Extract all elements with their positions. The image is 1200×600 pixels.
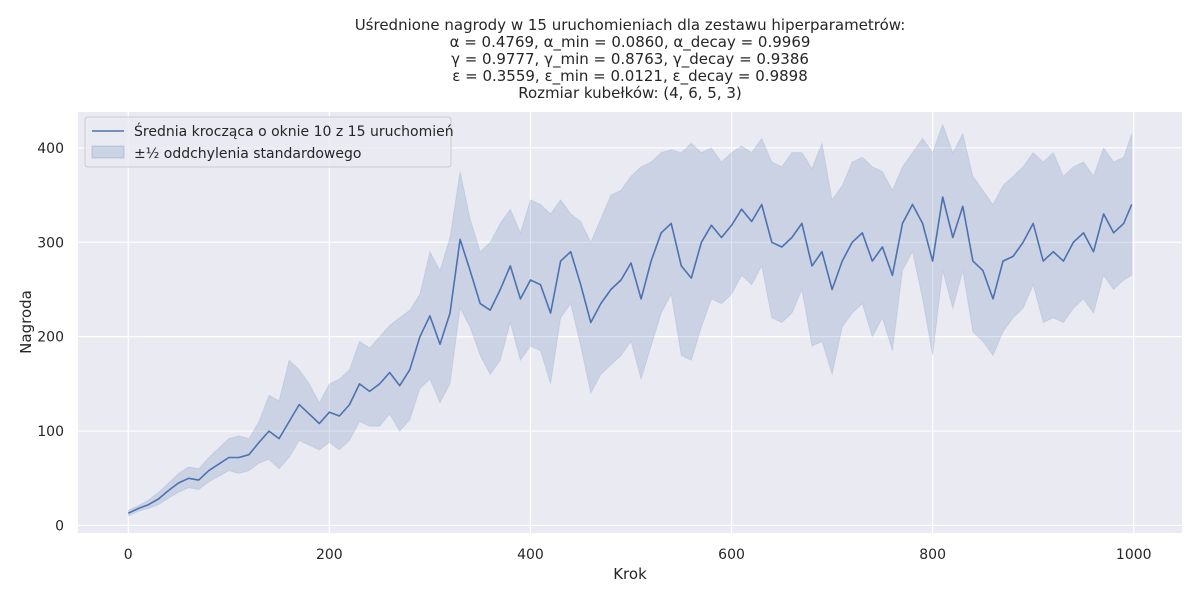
mean-reward-line — [127, 196, 1133, 514]
y-axis-label: Nagroda — [17, 290, 35, 354]
std-band-layer — [127, 122, 1133, 517]
x-tick-label: 200 — [316, 547, 343, 563]
legend-label-mean: Średnia krocząca o oknie 10 z 15 uruchom… — [134, 122, 454, 140]
x-tick-label: 600 — [718, 547, 745, 563]
legend: Średnia krocząca o oknie 10 z 15 uruchom… — [84, 116, 454, 168]
title-line-5: Rozmiar kubełków: (4, 6, 5, 3) — [518, 84, 742, 102]
y-tick-label: 400 — [37, 141, 64, 157]
x-tick-label: 800 — [919, 547, 946, 563]
x-tick-labels: 0 200 400 600 800 1000 — [124, 547, 1152, 563]
y-tick-label: 200 — [37, 330, 64, 346]
x-axis-label: Krok — [613, 565, 647, 583]
x-tick-label: 400 — [517, 547, 544, 563]
x-tick-label: 1000 — [1116, 547, 1152, 563]
title-line-3: γ = 0.9777, γ_min = 0.8763, γ_decay = 0.… — [451, 50, 809, 69]
mean-line-layer — [127, 196, 1133, 514]
title-line-4: ε = 0.3559, ε_min = 0.0121, ε_decay = 0.… — [452, 67, 808, 86]
title-line-2: α = 0.4769, α_min = 0.0860, α_decay = 0.… — [450, 33, 811, 52]
y-tick-label: 300 — [37, 235, 64, 251]
y-tick-label: 100 — [37, 424, 64, 440]
y-tick-label: 0 — [55, 518, 64, 534]
y-tick-labels: 0 100 200 300 400 — [37, 141, 64, 535]
x-tick-label: 0 — [124, 547, 133, 563]
legend-frame — [84, 116, 452, 168]
legend-band-swatch — [91, 145, 125, 159]
plot-area — [78, 112, 1182, 533]
std-band — [127, 122, 1133, 517]
legend-label-std: ±½ oddchylenia standardowego — [134, 146, 361, 162]
chart-title: Uśrednione nagrody w 15 uruchomieniach d… — [355, 16, 906, 102]
title-line-1: Uśrednione nagrody w 15 uruchomieniach d… — [355, 16, 906, 34]
